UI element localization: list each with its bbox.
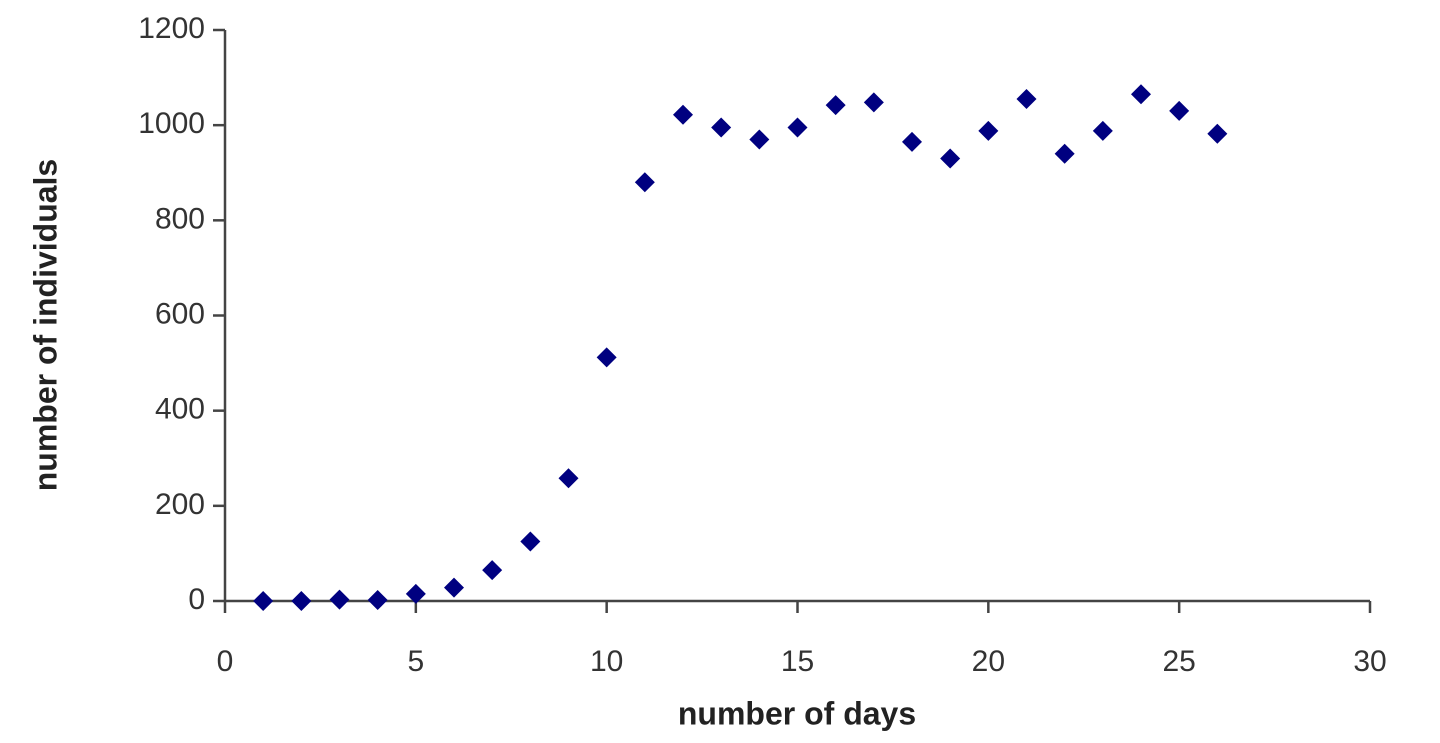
y-tick-label: 1200 xyxy=(138,12,205,45)
point xyxy=(482,560,503,581)
x-tick-label: 15 xyxy=(781,645,814,678)
point xyxy=(329,589,350,610)
point xyxy=(367,590,388,611)
point xyxy=(673,104,693,125)
x-tick-label: 20 xyxy=(972,645,1005,678)
point xyxy=(444,577,464,598)
point xyxy=(863,92,884,113)
y-tick-label: 1000 xyxy=(138,107,205,140)
y-axis-title: number of individuals xyxy=(27,159,63,491)
point xyxy=(1131,84,1151,105)
x-axis-title: number of days xyxy=(678,695,916,731)
point xyxy=(558,468,579,489)
point xyxy=(711,117,732,138)
y-tick-label: 800 xyxy=(155,202,205,235)
point xyxy=(634,172,655,193)
point xyxy=(825,95,846,116)
y-tick-label: 600 xyxy=(155,297,205,330)
y-tick-label: 400 xyxy=(155,393,205,426)
point xyxy=(902,131,922,152)
x-tick-label: 0 xyxy=(217,645,234,678)
x-tick-label: 10 xyxy=(590,645,623,678)
point xyxy=(1207,123,1228,144)
point xyxy=(405,583,426,604)
x-tick-label: 25 xyxy=(1162,645,1195,678)
point xyxy=(291,591,312,611)
point xyxy=(940,148,961,169)
point xyxy=(787,117,808,138)
point xyxy=(1016,88,1037,109)
point xyxy=(1054,143,1075,164)
x-tick-label: 5 xyxy=(407,645,424,678)
point xyxy=(596,347,617,368)
point xyxy=(1169,100,1190,121)
point xyxy=(253,591,274,611)
point xyxy=(1092,120,1113,141)
x-tick-label: 30 xyxy=(1353,645,1386,678)
point xyxy=(749,129,770,150)
y-tick-label: 0 xyxy=(188,583,205,616)
point xyxy=(520,531,541,552)
y-tick-label: 200 xyxy=(155,488,205,521)
point xyxy=(978,120,999,141)
